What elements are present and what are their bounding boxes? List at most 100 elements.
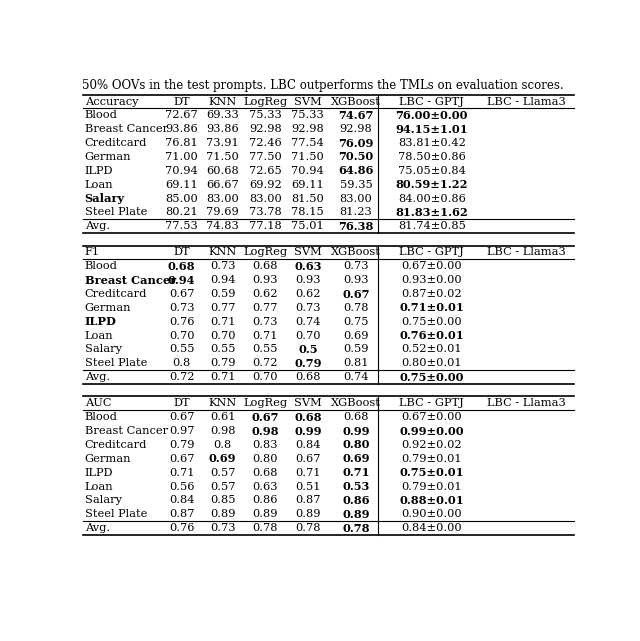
Text: 0.62: 0.62 bbox=[252, 289, 278, 299]
Text: 0.71: 0.71 bbox=[295, 468, 321, 478]
Text: 72.67: 72.67 bbox=[165, 110, 198, 121]
Text: 83.81±0.42: 83.81±0.42 bbox=[398, 138, 466, 148]
Text: 0.79±0.01: 0.79±0.01 bbox=[401, 481, 462, 492]
Text: 0.55: 0.55 bbox=[252, 344, 278, 354]
Text: LBC - GPTJ: LBC - GPTJ bbox=[399, 97, 464, 106]
Text: Steel Plate: Steel Plate bbox=[84, 510, 147, 519]
Text: 0.93: 0.93 bbox=[343, 275, 369, 285]
Text: 0.94: 0.94 bbox=[168, 275, 195, 286]
Text: 0.76: 0.76 bbox=[169, 317, 195, 327]
Text: 0.73: 0.73 bbox=[343, 262, 369, 271]
Text: German: German bbox=[84, 454, 131, 464]
Text: 81.74±0.85: 81.74±0.85 bbox=[398, 221, 466, 231]
Text: 73.91: 73.91 bbox=[206, 138, 239, 148]
Text: F1: F1 bbox=[84, 247, 100, 258]
Text: 0.52±0.01: 0.52±0.01 bbox=[401, 344, 462, 354]
Text: 0.78: 0.78 bbox=[252, 523, 278, 533]
Text: 66.67: 66.67 bbox=[206, 179, 239, 190]
Text: 72.46: 72.46 bbox=[249, 138, 282, 148]
Text: 78.50±0.86: 78.50±0.86 bbox=[398, 152, 466, 162]
Text: XGBoost: XGBoost bbox=[331, 247, 381, 258]
Text: 74.83: 74.83 bbox=[206, 221, 239, 231]
Text: 0.71: 0.71 bbox=[210, 317, 236, 327]
Text: 0.68: 0.68 bbox=[343, 412, 369, 422]
Text: LogReg: LogReg bbox=[243, 247, 287, 258]
Text: Breast Cancer: Breast Cancer bbox=[84, 124, 168, 134]
Text: 0.87±0.02: 0.87±0.02 bbox=[401, 289, 462, 299]
Text: 0.73: 0.73 bbox=[210, 262, 236, 271]
Text: 0.59: 0.59 bbox=[343, 344, 369, 354]
Text: 94.15±1.01: 94.15±1.01 bbox=[396, 124, 468, 135]
Text: 0.70: 0.70 bbox=[169, 331, 195, 340]
Text: 0.70: 0.70 bbox=[252, 372, 278, 382]
Text: 0.72: 0.72 bbox=[169, 372, 195, 382]
Text: 71.00: 71.00 bbox=[165, 152, 198, 162]
Text: 76.09: 76.09 bbox=[338, 138, 374, 149]
Text: Loan: Loan bbox=[84, 179, 113, 190]
Text: Salary: Salary bbox=[84, 495, 122, 505]
Text: 50% OOVs in the test prompts. LBC outperforms the TMLs on evaluation scores.: 50% OOVs in the test prompts. LBC outper… bbox=[81, 79, 563, 92]
Text: 0.69: 0.69 bbox=[343, 331, 369, 340]
Text: Accuracy: Accuracy bbox=[84, 97, 138, 106]
Text: 81.23: 81.23 bbox=[340, 208, 372, 217]
Text: 0.67±0.00: 0.67±0.00 bbox=[401, 262, 462, 271]
Text: 85.00: 85.00 bbox=[165, 194, 198, 204]
Text: 60.68: 60.68 bbox=[206, 166, 239, 176]
Text: 0.68: 0.68 bbox=[295, 372, 321, 382]
Text: 0.78: 0.78 bbox=[295, 523, 321, 533]
Text: 0.69: 0.69 bbox=[209, 453, 236, 464]
Text: 0.80: 0.80 bbox=[252, 454, 278, 464]
Text: 0.61: 0.61 bbox=[210, 412, 236, 422]
Text: SVM: SVM bbox=[294, 399, 322, 408]
Text: ILPD: ILPD bbox=[84, 468, 113, 478]
Text: 0.94: 0.94 bbox=[210, 275, 236, 285]
Text: 77.18: 77.18 bbox=[249, 221, 282, 231]
Text: 0.90±0.00: 0.90±0.00 bbox=[401, 510, 462, 519]
Text: 0.59: 0.59 bbox=[210, 289, 236, 299]
Text: 0.77: 0.77 bbox=[252, 303, 278, 313]
Text: Creditcard: Creditcard bbox=[84, 440, 147, 450]
Text: 75.05±0.84: 75.05±0.84 bbox=[398, 166, 466, 176]
Text: ILPD: ILPD bbox=[84, 166, 113, 176]
Text: 76.81: 76.81 bbox=[165, 138, 198, 148]
Text: 79.69: 79.69 bbox=[206, 208, 239, 217]
Text: 0.5: 0.5 bbox=[298, 344, 317, 355]
Text: 0.67: 0.67 bbox=[169, 454, 195, 464]
Text: 0.56: 0.56 bbox=[169, 481, 195, 492]
Text: 0.57: 0.57 bbox=[210, 481, 236, 492]
Text: 0.74: 0.74 bbox=[343, 372, 369, 382]
Text: 0.98: 0.98 bbox=[252, 426, 279, 437]
Text: XGBoost: XGBoost bbox=[331, 399, 381, 408]
Text: German: German bbox=[84, 152, 131, 162]
Text: 0.93: 0.93 bbox=[252, 275, 278, 285]
Text: 0.79: 0.79 bbox=[210, 358, 236, 369]
Text: 0.71: 0.71 bbox=[169, 468, 195, 478]
Text: 0.71: 0.71 bbox=[342, 467, 370, 478]
Text: 0.78: 0.78 bbox=[343, 303, 369, 313]
Text: 76.38: 76.38 bbox=[338, 221, 374, 232]
Text: 0.84: 0.84 bbox=[295, 440, 321, 450]
Text: 70.94: 70.94 bbox=[291, 166, 324, 176]
Text: 0.67: 0.67 bbox=[169, 289, 195, 299]
Text: 0.86: 0.86 bbox=[342, 495, 370, 506]
Text: 0.99±0.00: 0.99±0.00 bbox=[399, 426, 464, 437]
Text: 0.99: 0.99 bbox=[294, 426, 322, 437]
Text: 0.73: 0.73 bbox=[210, 523, 236, 533]
Text: 0.68: 0.68 bbox=[294, 412, 322, 423]
Text: Breast Cancer: Breast Cancer bbox=[84, 426, 168, 436]
Text: 77.54: 77.54 bbox=[291, 138, 324, 148]
Text: SVM: SVM bbox=[294, 247, 322, 258]
Text: 83.00: 83.00 bbox=[206, 194, 239, 204]
Text: DT: DT bbox=[173, 247, 190, 258]
Text: 0.67±0.00: 0.67±0.00 bbox=[401, 412, 462, 422]
Text: 0.72: 0.72 bbox=[252, 358, 278, 369]
Text: 0.71: 0.71 bbox=[210, 372, 236, 382]
Text: 0.73: 0.73 bbox=[295, 303, 321, 313]
Text: 0.8: 0.8 bbox=[172, 358, 191, 369]
Text: 0.99: 0.99 bbox=[342, 426, 370, 437]
Text: Blood: Blood bbox=[84, 110, 118, 121]
Text: 0.73: 0.73 bbox=[169, 303, 195, 313]
Text: 71.50: 71.50 bbox=[291, 152, 324, 162]
Text: KNN: KNN bbox=[209, 97, 237, 106]
Text: 0.88±0.01: 0.88±0.01 bbox=[399, 495, 464, 506]
